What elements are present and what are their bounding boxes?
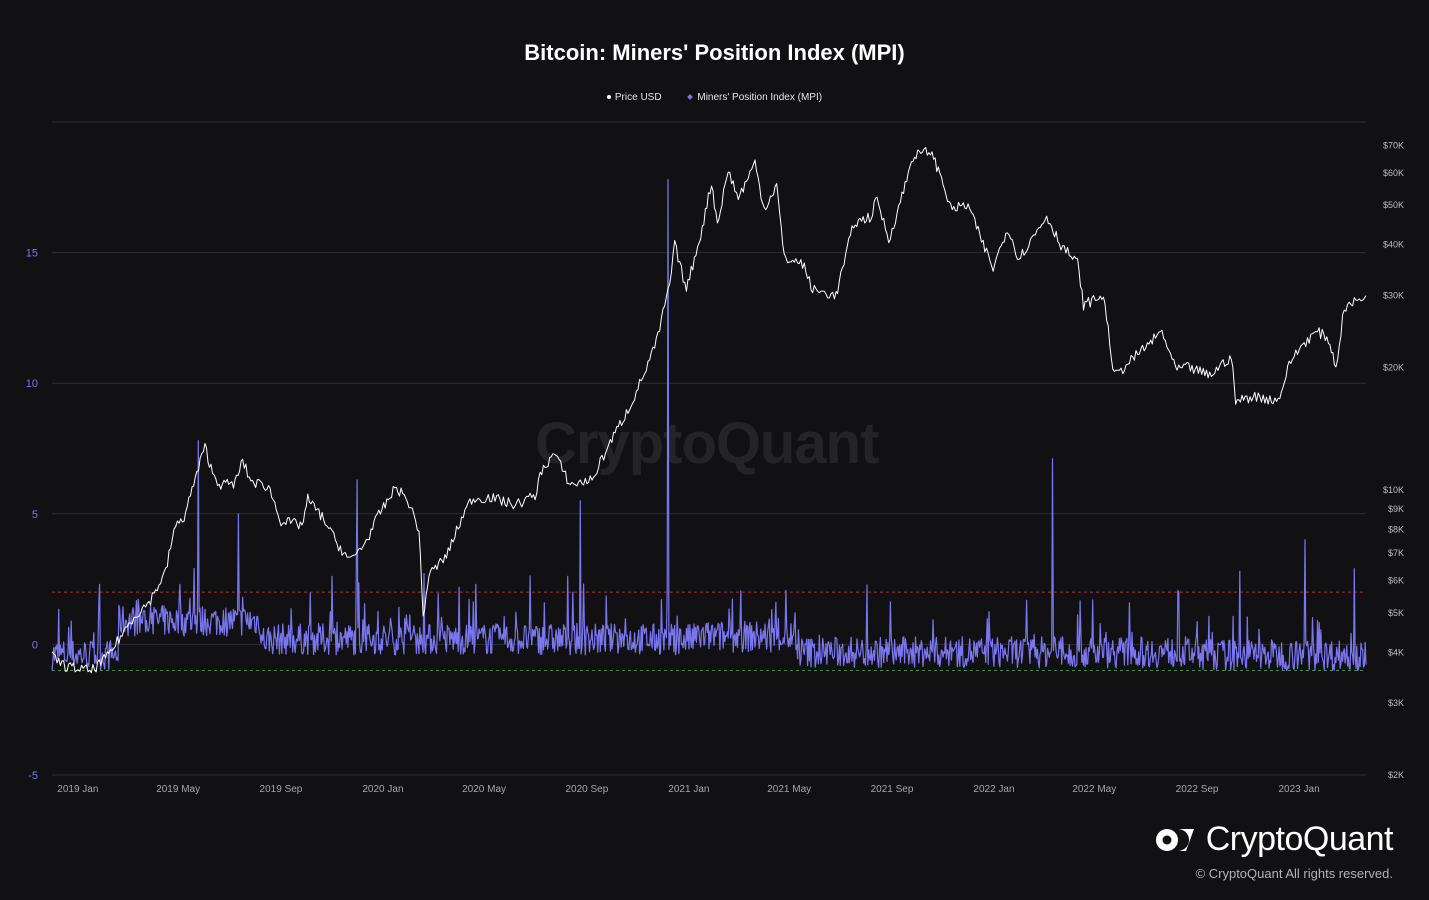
legend-item-mpi[interactable]: Miners' Position Index (MPI) [687,92,823,103]
y-left-tick-label: 10 [26,378,38,390]
x-tick-label: 2019 Jan [57,784,98,795]
legend-label-price: Price USD [614,92,662,103]
x-tick-label: 2022 Jan [973,784,1014,795]
y-right-tick-label: $6K [1388,576,1404,586]
y-left-tick-label: 5 [32,509,38,521]
y-right-tick-label: $8K [1388,525,1404,535]
brand-name: CryptoQuant [1205,820,1394,858]
y-right-tick-label: $2K [1388,770,1404,780]
x-tick-label: 2019 Sep [260,784,303,795]
y-right-tick-label: $40K [1383,240,1404,250]
cryptoquant-logo-icon [1155,828,1194,851]
legend-item-price[interactable]: Price USD [606,92,662,103]
y-right-tick-label: $30K [1383,291,1404,301]
x-tick-label: 2019 May [156,784,200,795]
grid-lines [52,121,1366,776]
price-series [51,147,1367,674]
x-tick-label: 2020 Jan [362,784,403,795]
x-tick-label: 2020 Sep [565,784,608,795]
y-left-tick-label: -5 [28,770,38,782]
price-line [51,147,1367,674]
legend-dot-icon [606,95,611,100]
x-tick-label: 2023 Jan [1278,784,1319,795]
y-right-tick-label: $20K [1383,362,1404,372]
x-tick-label: 2022 Sep [1176,784,1219,795]
x-tick-label: 2021 May [767,784,811,795]
y-right-tick-label: $50K [1383,200,1404,210]
y-right-tick-label: $70K [1383,141,1404,151]
brand: CryptoQuant [1154,820,1394,859]
y-left-tick-label: 0 [32,639,38,651]
y-right-tick-label: $7K [1388,548,1404,558]
legend-label-mpi: Miners' Position Index (MPI) [697,92,823,103]
y-right-tick-label: $3K [1388,698,1404,708]
x-tick-label: 2021 Sep [871,784,914,795]
watermark: CryptoQuant [535,411,879,476]
x-tick-label: 2021 Jan [668,784,709,795]
y-left-tick-label: 15 [26,248,38,260]
copyright-text: © CryptoQuant All rights reserved. [1195,866,1393,881]
axes: 15 10 5 0 -5 $70K $60K $50K $40K $30K $20K $10K $9K $… [26,141,1404,795]
x-tick-label: 2020 May [462,784,506,795]
threshold-lines [52,591,1366,672]
chart-title: Bitcoin: Miners' Position Index (MPI) [524,40,905,65]
x-tick-label: 2022 May [1072,784,1116,795]
y-right-tick-label: $4K [1388,647,1404,657]
mpi-series [51,178,1367,672]
y-right-tick-label: $9K [1388,504,1404,514]
y-right-tick-label: $10K [1383,485,1404,495]
y-right-tick-label: $5K [1388,608,1404,618]
chart-legend: Price USD Miners' Position Index (MPI) [0,92,1429,103]
mpi-line [51,178,1367,672]
y-right-tick-label: $60K [1383,168,1404,178]
